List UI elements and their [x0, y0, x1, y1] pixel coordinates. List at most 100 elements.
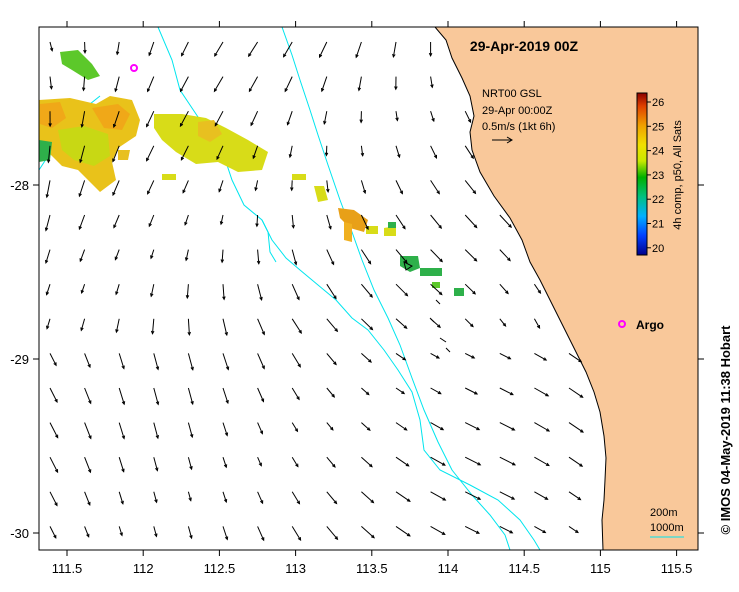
current-arrow-icon: [361, 318, 373, 330]
current-arrowhead: [476, 426, 481, 431]
current-arrow-icon: [533, 283, 541, 294]
current-arrowhead: [261, 537, 265, 542]
current-arrow-icon: [360, 180, 366, 194]
current-arrow-icon: [464, 318, 474, 327]
current-arrowhead: [290, 187, 294, 192]
current-arrowhead: [471, 355, 476, 359]
current-arrow-icon: [257, 457, 262, 466]
current-arrow-icon: [430, 422, 444, 431]
current-arrowhead: [182, 189, 186, 194]
current-arrowhead: [80, 289, 85, 294]
current-arrow-icon: [534, 387, 549, 397]
current-arrowhead: [334, 328, 339, 333]
current-arrowhead: [360, 152, 365, 157]
current-arrowhead: [470, 323, 474, 328]
current-arrow-icon: [153, 491, 158, 503]
current-arrow-icon: [568, 422, 584, 433]
current-arrowhead: [252, 155, 256, 160]
y-tick-label: -29: [10, 352, 29, 367]
current-arrowhead: [428, 52, 433, 57]
current-arrow-icon: [392, 41, 397, 57]
current-arrowhead: [255, 223, 259, 228]
current-arrow-icon: [361, 491, 374, 503]
credit-text: © IMOS 04-May-2019 11:38 Hobart: [718, 325, 733, 535]
island-fragments: [403, 261, 451, 353]
current-arrowhead: [45, 194, 49, 199]
current-arrowhead: [437, 390, 442, 395]
isobath-legend-200m: 200m: [650, 507, 678, 519]
current-arrowhead: [369, 326, 374, 331]
current-arrowhead: [368, 359, 372, 363]
current-arrowhead: [54, 398, 58, 404]
current-arrowhead: [248, 88, 253, 93]
current-arrowhead: [509, 391, 514, 396]
current-arrow-icon: [49, 387, 58, 403]
current-arrow-icon: [430, 387, 442, 395]
current-arrowhead: [438, 291, 443, 296]
current-arrowhead: [286, 121, 290, 126]
current-arrow-icon: [221, 249, 224, 263]
current-arrow-icon: [49, 422, 59, 438]
current-arrowhead: [150, 293, 154, 298]
current-arrowhead: [189, 433, 194, 439]
current-arrow-icon: [326, 387, 335, 398]
current-arrowhead: [370, 499, 375, 504]
current-arrowhead: [403, 325, 408, 329]
current-arrowhead: [115, 291, 119, 296]
current-arrowhead: [119, 532, 123, 537]
current-arrow-icon: [213, 76, 224, 92]
current-arrowhead: [259, 430, 263, 435]
current-arrow-icon: [464, 214, 478, 228]
current-arrowhead: [470, 155, 474, 160]
current-arrow-icon: [395, 180, 403, 194]
current-arrow-icon: [499, 249, 511, 261]
current-arrowhead: [397, 154, 401, 159]
current-arrow-icon: [464, 422, 480, 431]
current-arrow-icon: [84, 422, 92, 439]
current-arrowhead: [368, 463, 373, 468]
colorbar-ticks: 26 25 24 23 22 21 20: [647, 97, 664, 255]
x-tick-label: 113: [285, 561, 306, 576]
current-arrowhead: [577, 496, 582, 501]
current-arrowhead: [403, 259, 408, 264]
y-axis: -28 -29 -30: [10, 178, 704, 541]
current-arrow-icon: [180, 145, 189, 161]
current-arrow-icon: [430, 180, 440, 194]
current-arrow-icon: [118, 387, 125, 405]
current-arrowhead: [146, 157, 150, 162]
current-arrow-icon: [326, 526, 338, 540]
current-arrow-icon: [326, 491, 337, 504]
current-arrow-icon: [291, 214, 294, 228]
land-mass: [434, 27, 698, 550]
current-arrowhead: [293, 261, 298, 266]
x-tick-label: 112.5: [204, 561, 236, 576]
current-arrowhead: [402, 356, 407, 361]
current-arrow-icon: [222, 422, 228, 436]
current-arrow-icon: [534, 525, 546, 534]
current-arrowhead: [394, 86, 398, 91]
current-arrow-icon: [216, 145, 224, 160]
current-arrow-icon: [118, 526, 123, 536]
current-arrowhead: [537, 290, 542, 295]
current-arrowhead: [502, 322, 507, 327]
current-arrow-icon: [326, 283, 337, 299]
current-arrow-icon: [153, 457, 158, 471]
current-arrowhead: [121, 435, 126, 440]
current-arrowhead: [579, 463, 584, 467]
current-arrowhead: [181, 52, 185, 57]
current-arrow-icon: [187, 491, 192, 501]
current-arrowhead: [184, 221, 188, 226]
current-arrow-icon: [83, 76, 86, 91]
current-arrow-icon: [184, 214, 189, 225]
current-arrow-icon: [49, 526, 57, 539]
current-arrow-icon: [257, 284, 263, 301]
argo-float-marker: [618, 320, 626, 328]
current-arrowhead: [395, 117, 399, 122]
current-arrow-icon: [257, 526, 265, 541]
current-arrowhead: [120, 500, 124, 505]
y-tick-label: -28: [10, 178, 29, 193]
current-arrow-icon: [430, 318, 441, 328]
current-arrow-icon: [326, 180, 329, 192]
current-arrowhead: [225, 400, 229, 405]
current-arrow-icon: [499, 456, 516, 466]
